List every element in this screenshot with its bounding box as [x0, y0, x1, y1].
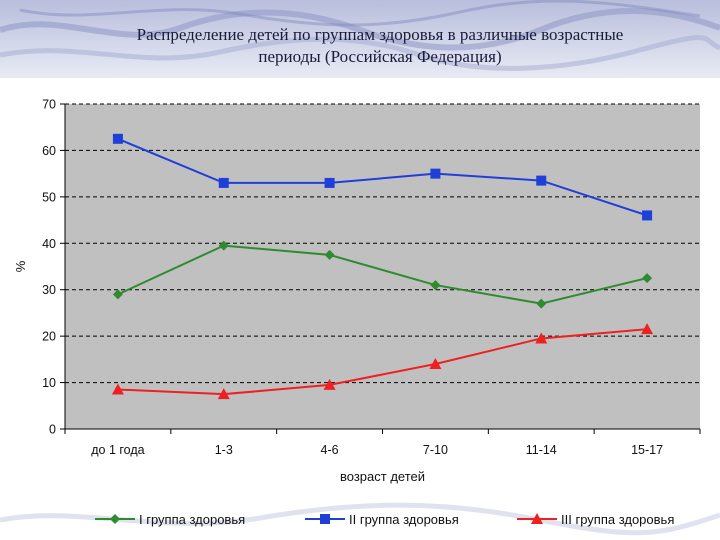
legend-item-2: II группа здоровья	[305, 512, 459, 527]
x-tick-label: 7-10	[423, 443, 448, 457]
series-2-point	[536, 175, 547, 186]
legend-swatch-marker	[320, 514, 330, 524]
slide-title-line-2: периоды (Российская Федерация)	[258, 47, 502, 66]
y-axis-title: %	[13, 260, 28, 272]
series-3-line	[117, 328, 648, 396]
legend-item-1: I группа здоровья	[95, 512, 245, 527]
slide-title: Распределение детей по группам здоровья …	[60, 24, 700, 68]
series-1-point	[430, 280, 441, 291]
y-tick-label: 50	[42, 190, 56, 204]
y-tick-label: 40	[42, 237, 56, 251]
legend-swatch-marker	[531, 513, 543, 524]
series-1-point	[112, 289, 123, 300]
series-2-point	[430, 168, 441, 179]
x-tick-label: 4-6	[321, 443, 339, 457]
y-tick-label: 30	[42, 283, 56, 297]
series-2-point	[218, 177, 229, 188]
y-tick-label: 70	[42, 98, 56, 112]
series-3-point	[535, 332, 548, 344]
y-tick-label: 20	[42, 330, 56, 344]
legend-label: II группа здоровья	[349, 512, 459, 527]
legend-item-3: III группа здоровья	[517, 512, 674, 527]
plot-area-group	[65, 103, 700, 429]
series-group	[111, 133, 654, 400]
series-3	[111, 323, 654, 400]
series-1-line	[117, 244, 648, 305]
x-tick-label: 1-3	[215, 443, 233, 457]
series-1-point	[536, 298, 547, 309]
series-3-point	[323, 378, 336, 390]
y-tick-label: 60	[42, 144, 56, 158]
series-3-point	[641, 323, 654, 335]
series-1-point	[218, 240, 229, 251]
series-2-point	[642, 210, 653, 221]
y-tick-label: 10	[42, 376, 56, 390]
legend-label: III группа здоровья	[561, 512, 674, 527]
legend: I группа здоровья II группа здоровья III г…	[95, 512, 674, 527]
series-1	[112, 240, 653, 309]
legend-label: I группа здоровья	[139, 512, 245, 527]
x-tick-label: до 1 года	[91, 443, 144, 457]
series-2	[112, 133, 653, 221]
x-tick-label: 15-17	[631, 443, 663, 457]
axis-group: 0 10 20 30 40 50 60 70 до 1 года 1-3 4-6 7-10 11-14 1…	[13, 98, 701, 484]
series-2-point	[112, 133, 123, 144]
series-2-line	[117, 137, 648, 217]
x-tick-label: 11-14	[526, 443, 557, 457]
y-tick-label: 0	[49, 423, 56, 437]
series-3-point	[217, 388, 230, 400]
slide-title-line-1: Распределение детей по группам здоровья …	[136, 25, 624, 44]
plot-area	[65, 104, 700, 429]
x-axis-title: возраст детей	[340, 469, 425, 484]
series-1-point	[642, 273, 653, 284]
series-2-point	[324, 177, 335, 188]
series-3-point	[111, 383, 124, 395]
series-1-point	[324, 249, 335, 260]
series-3-point	[429, 358, 442, 369]
legend-swatch-marker	[110, 514, 120, 524]
